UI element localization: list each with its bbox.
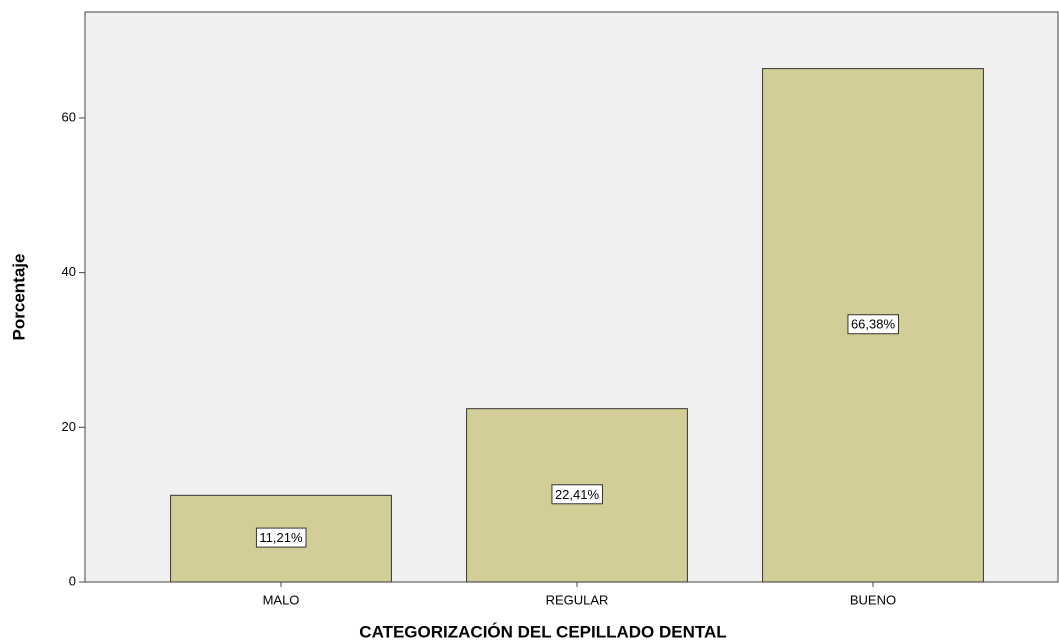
value-label: 66,38% — [851, 317, 896, 332]
value-label: 22,41% — [555, 487, 600, 502]
x-tick-label: BUENO — [850, 592, 896, 607]
x-tick-label: MALO — [263, 592, 300, 607]
y-tick-label: 20 — [62, 419, 76, 434]
x-axis-title: CATEGORIZACIÓN DEL CEPILLADO DENTAL — [359, 622, 726, 641]
value-label-box — [255, 527, 307, 548]
y-tick-label: 60 — [62, 109, 76, 124]
y-tick-label: 40 — [62, 264, 76, 279]
value-label-box — [551, 484, 603, 505]
y-axis-title: Porcentaje — [9, 254, 28, 341]
value-label-box — [847, 314, 899, 335]
y-tick-label: 0 — [69, 573, 76, 588]
x-tick-label: REGULAR — [546, 592, 609, 607]
value-label: 11,21% — [259, 530, 303, 545]
